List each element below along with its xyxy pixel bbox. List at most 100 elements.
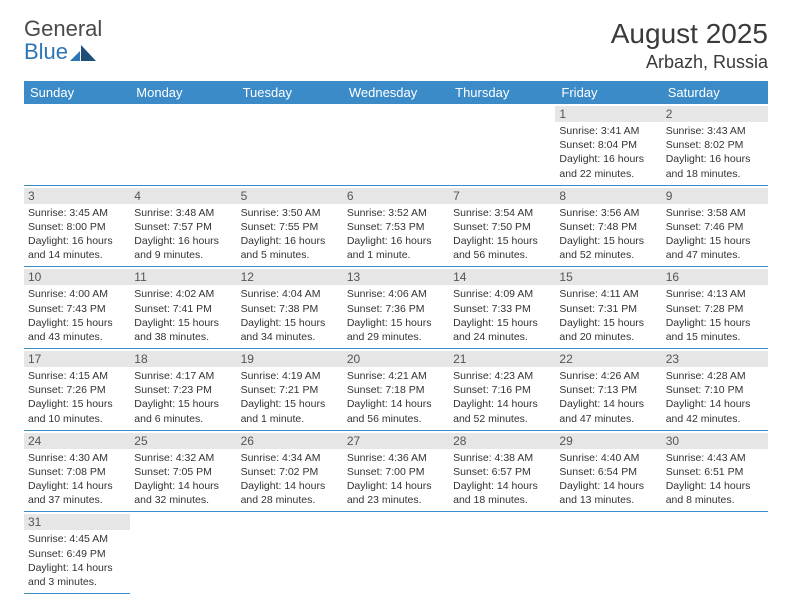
sunrise-line: Sunrise: 3:58 AM [666, 206, 764, 220]
sunset-line: Sunset: 7:18 PM [347, 383, 445, 397]
sunset-line: Sunset: 7:00 PM [347, 465, 445, 479]
daylight-line: Daylight: 16 hours and 14 minutes. [28, 234, 126, 262]
sunset-line: Sunset: 8:04 PM [559, 138, 657, 152]
sunrise-line: Sunrise: 4:30 AM [28, 451, 126, 465]
empty-cell [343, 104, 449, 172]
calendar-cell: 22Sunrise: 4:26 AMSunset: 7:13 PMDayligh… [555, 349, 661, 431]
day-cell: 4Sunrise: 3:48 AMSunset: 7:57 PMDaylight… [130, 186, 236, 267]
calendar-cell: 14Sunrise: 4:09 AMSunset: 7:33 PMDayligh… [449, 267, 555, 349]
sunset-line: Sunset: 6:49 PM [28, 547, 126, 561]
day-number: 15 [555, 269, 661, 285]
sunset-line: Sunset: 7:46 PM [666, 220, 764, 234]
day-header: Thursday [449, 81, 555, 104]
day-number: 2 [662, 106, 768, 122]
day-number: 10 [24, 269, 130, 285]
day-cell: 9 Sunrise: 3:58 AMSunset: 7:46 PMDaylight… [662, 186, 768, 267]
calendar-cell [343, 512, 449, 594]
sunset-line: Sunset: 7:38 PM [241, 302, 339, 316]
sunrise-line: Sunrise: 4:26 AM [559, 369, 657, 383]
empty-cell [237, 104, 343, 172]
day-number: 28 [449, 433, 555, 449]
daylight-line: Daylight: 16 hours and 9 minutes. [134, 234, 232, 262]
calendar-cell: 29Sunrise: 4:40 AMSunset: 6:54 PMDayligh… [555, 430, 661, 512]
sunset-line: Sunset: 7:48 PM [559, 220, 657, 234]
day-number: 21 [449, 351, 555, 367]
calendar-cell: 31Sunrise: 4:45 AMSunset: 6:49 PMDayligh… [24, 512, 130, 594]
day-cell: 10Sunrise: 4:00 AMSunset: 7:43 PMDayligh… [24, 267, 130, 348]
daylight-line: Daylight: 14 hours and 8 minutes. [666, 479, 764, 507]
sunrise-line: Sunrise: 4:36 AM [347, 451, 445, 465]
calendar-cell: 18 Sunrise: 4:17 AMSunset: 7:23 PMDayligh… [130, 349, 236, 431]
sunset-line: Sunset: 7:41 PM [134, 302, 232, 316]
day-cell: 2Sunrise: 3:43 AMSunset: 8:02 PMDaylight… [662, 104, 768, 185]
daylight-line: Daylight: 15 hours and 47 minutes. [666, 234, 764, 262]
sunset-line: Sunset: 6:51 PM [666, 465, 764, 479]
day-number: 8 [555, 188, 661, 204]
day-header: Tuesday [237, 81, 343, 104]
sunset-line: Sunset: 8:02 PM [666, 138, 764, 152]
daylight-line: Daylight: 15 hours and 52 minutes. [559, 234, 657, 262]
day-number: 31 [24, 514, 130, 530]
calendar-week-row: 3Sunrise: 3:45 AMSunset: 8:00 PMDaylight… [24, 185, 768, 267]
calendar-cell: 7Sunrise: 3:54 AMSunset: 7:50 PMDaylight… [449, 185, 555, 267]
sunrise-line: Sunrise: 4:21 AM [347, 369, 445, 383]
day-cell: 17Sunrise: 4:15 AMSunset: 7:26 PMDayligh… [24, 349, 130, 430]
sunrise-line: Sunrise: 3:50 AM [241, 206, 339, 220]
calendar-cell [662, 512, 768, 594]
day-number: 13 [343, 269, 449, 285]
day-number: 22 [555, 351, 661, 367]
calendar-body: 1Sunrise: 3:41 AMSunset: 8:04 PMDaylight… [24, 104, 768, 594]
day-number: 14 [449, 269, 555, 285]
calendar-cell: 8Sunrise: 3:56 AMSunset: 7:48 PMDaylight… [555, 185, 661, 267]
calendar-cell: 6Sunrise: 3:52 AMSunset: 7:53 PMDaylight… [343, 185, 449, 267]
daylight-line: Daylight: 15 hours and 1 minute. [241, 397, 339, 425]
sunset-line: Sunset: 7:57 PM [134, 220, 232, 234]
day-cell: 16Sunrise: 4:13 AMSunset: 7:28 PMDayligh… [662, 267, 768, 348]
calendar-cell: 17Sunrise: 4:15 AMSunset: 7:26 PMDayligh… [24, 349, 130, 431]
sunrise-line: Sunrise: 3:41 AM [559, 124, 657, 138]
day-cell: 26Sunrise: 4:34 AMSunset: 7:02 PMDayligh… [237, 431, 343, 512]
calendar-cell: 5Sunrise: 3:50 AMSunset: 7:55 PMDaylight… [237, 185, 343, 267]
calendar-cell: 9 Sunrise: 3:58 AMSunset: 7:46 PMDaylight… [662, 185, 768, 267]
calendar-cell [343, 104, 449, 185]
sunset-line: Sunset: 7:08 PM [28, 465, 126, 479]
empty-cell [130, 104, 236, 172]
day-cell: 19Sunrise: 4:19 AMSunset: 7:21 PMDayligh… [237, 349, 343, 430]
calendar-week-row: 24Sunrise: 4:30 AMSunset: 7:08 PMDayligh… [24, 430, 768, 512]
sunset-line: Sunset: 7:53 PM [347, 220, 445, 234]
sunrise-line: Sunrise: 4:17 AM [134, 369, 232, 383]
day-number: 18 [130, 351, 236, 367]
calendar-cell: 30Sunrise: 4:43 AMSunset: 6:51 PMDayligh… [662, 430, 768, 512]
sunrise-line: Sunrise: 4:34 AM [241, 451, 339, 465]
day-cell: 18 Sunrise: 4:17 AMSunset: 7:23 PMDayligh… [130, 349, 236, 430]
daylight-line: Daylight: 16 hours and 22 minutes. [559, 152, 657, 180]
daylight-line: Daylight: 15 hours and 10 minutes. [28, 397, 126, 425]
logo: General Blue [24, 18, 102, 63]
calendar-cell: 10Sunrise: 4:00 AMSunset: 7:43 PMDayligh… [24, 267, 130, 349]
day-number: 4 [130, 188, 236, 204]
daylight-line: Daylight: 14 hours and 37 minutes. [28, 479, 126, 507]
sunrise-line: Sunrise: 4:19 AM [241, 369, 339, 383]
day-cell: 14Sunrise: 4:09 AMSunset: 7:33 PMDayligh… [449, 267, 555, 348]
daylight-line: Daylight: 15 hours and 29 minutes. [347, 316, 445, 344]
month-title: August 2025 [611, 18, 768, 50]
day-cell: 31Sunrise: 4:45 AMSunset: 6:49 PMDayligh… [24, 512, 130, 593]
daylight-line: Daylight: 15 hours and 6 minutes. [134, 397, 232, 425]
sunset-line: Sunset: 7:28 PM [666, 302, 764, 316]
day-cell: 28Sunrise: 4:38 AMSunset: 6:57 PMDayligh… [449, 431, 555, 512]
sunrise-line: Sunrise: 4:40 AM [559, 451, 657, 465]
daylight-line: Daylight: 15 hours and 24 minutes. [453, 316, 551, 344]
day-number: 5 [237, 188, 343, 204]
day-number: 24 [24, 433, 130, 449]
sunrise-line: Sunrise: 4:45 AM [28, 532, 126, 546]
sunset-line: Sunset: 7:23 PM [134, 383, 232, 397]
sunset-line: Sunset: 7:55 PM [241, 220, 339, 234]
daylight-line: Daylight: 14 hours and 52 minutes. [453, 397, 551, 425]
day-cell: 24 Sunrise: 4:30 AMSunset: 7:08 PMDayligh… [24, 431, 130, 512]
day-header: Sunday [24, 81, 130, 104]
day-cell: 29Sunrise: 4:40 AMSunset: 6:54 PMDayligh… [555, 431, 661, 512]
sunset-line: Sunset: 7:10 PM [666, 383, 764, 397]
day-number: 29 [555, 433, 661, 449]
day-number: 9 [662, 188, 768, 204]
calendar-cell: 19Sunrise: 4:19 AMSunset: 7:21 PMDayligh… [237, 349, 343, 431]
